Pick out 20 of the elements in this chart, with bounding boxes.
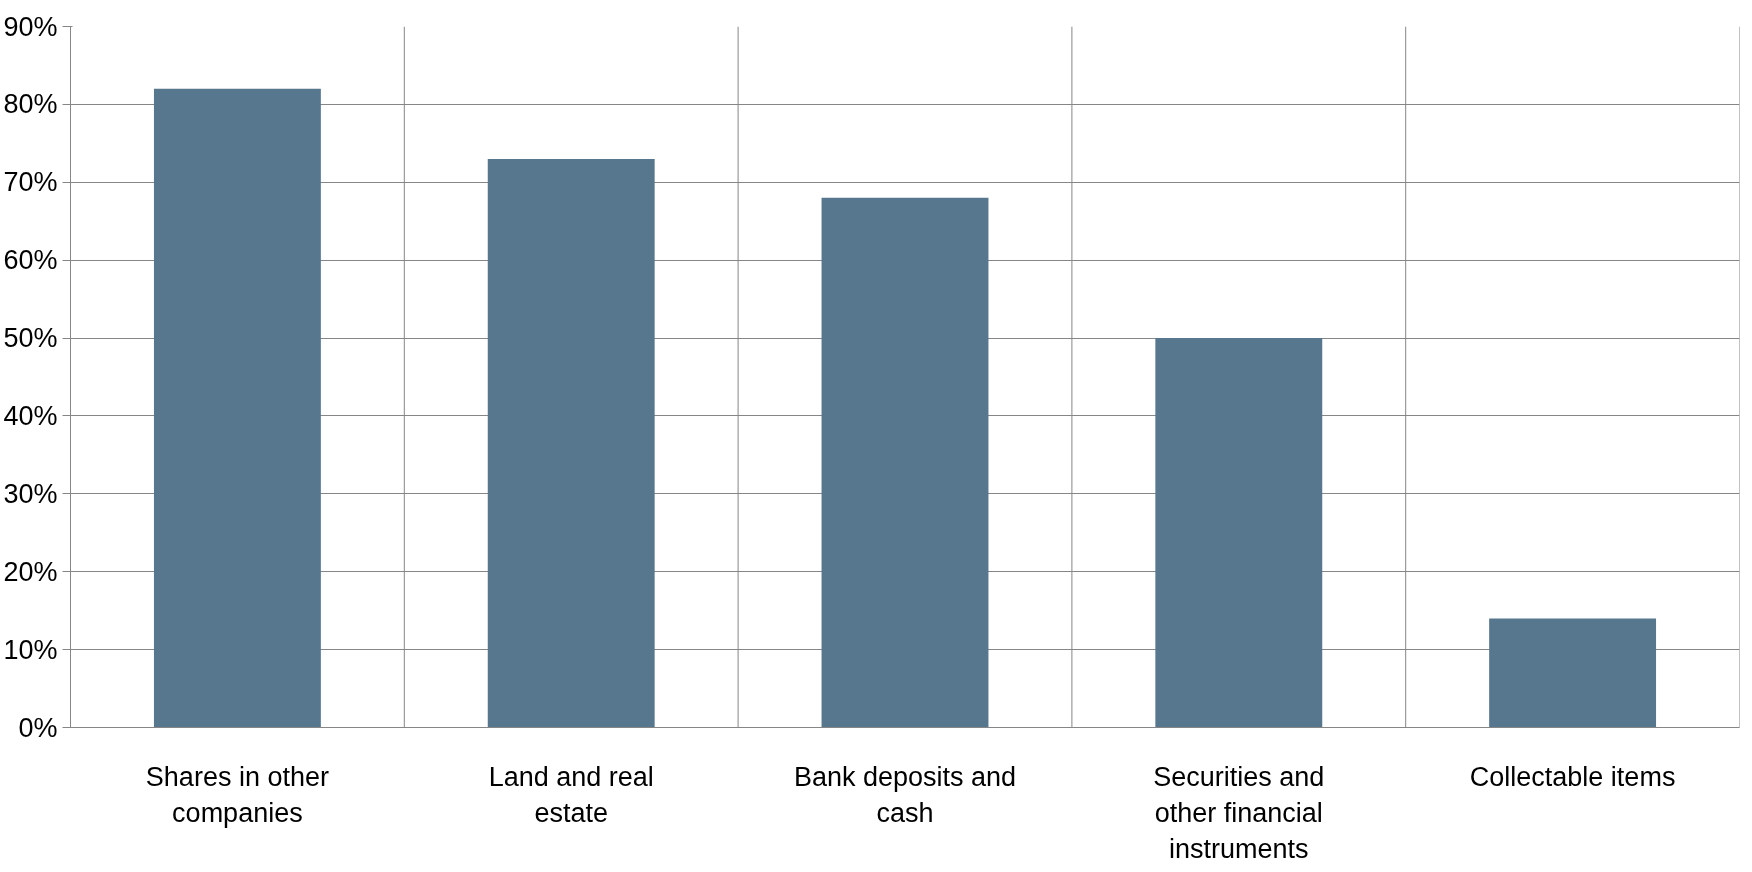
y-tick-label: 50%	[3, 323, 58, 354]
bar	[1155, 338, 1323, 728]
y-tick-label: 10%	[3, 634, 58, 665]
y-tick-label: 80%	[3, 89, 58, 120]
bar	[821, 197, 989, 728]
x-tick-label: Bank deposits and cash	[793, 761, 1017, 828]
y-tick-label: 90%	[3, 11, 58, 42]
y-tick-label: 60%	[3, 245, 58, 276]
bar	[1489, 618, 1657, 728]
bar	[153, 88, 321, 728]
y-tick-label: 40%	[3, 400, 58, 431]
y-tick-label: 20%	[3, 556, 58, 587]
y-tick-label: 70%	[3, 167, 58, 198]
bar	[487, 158, 655, 728]
x-tick-label: Collectable items	[1469, 761, 1676, 792]
y-tick-label: 30%	[3, 478, 58, 509]
x-tick-label: Securities and other financial instruments	[1153, 761, 1325, 864]
x-tick-label: Shares in other companies	[145, 761, 329, 828]
x-tick-label: Land and real estate	[488, 761, 654, 828]
y-tick-label: 0%	[18, 712, 58, 743]
